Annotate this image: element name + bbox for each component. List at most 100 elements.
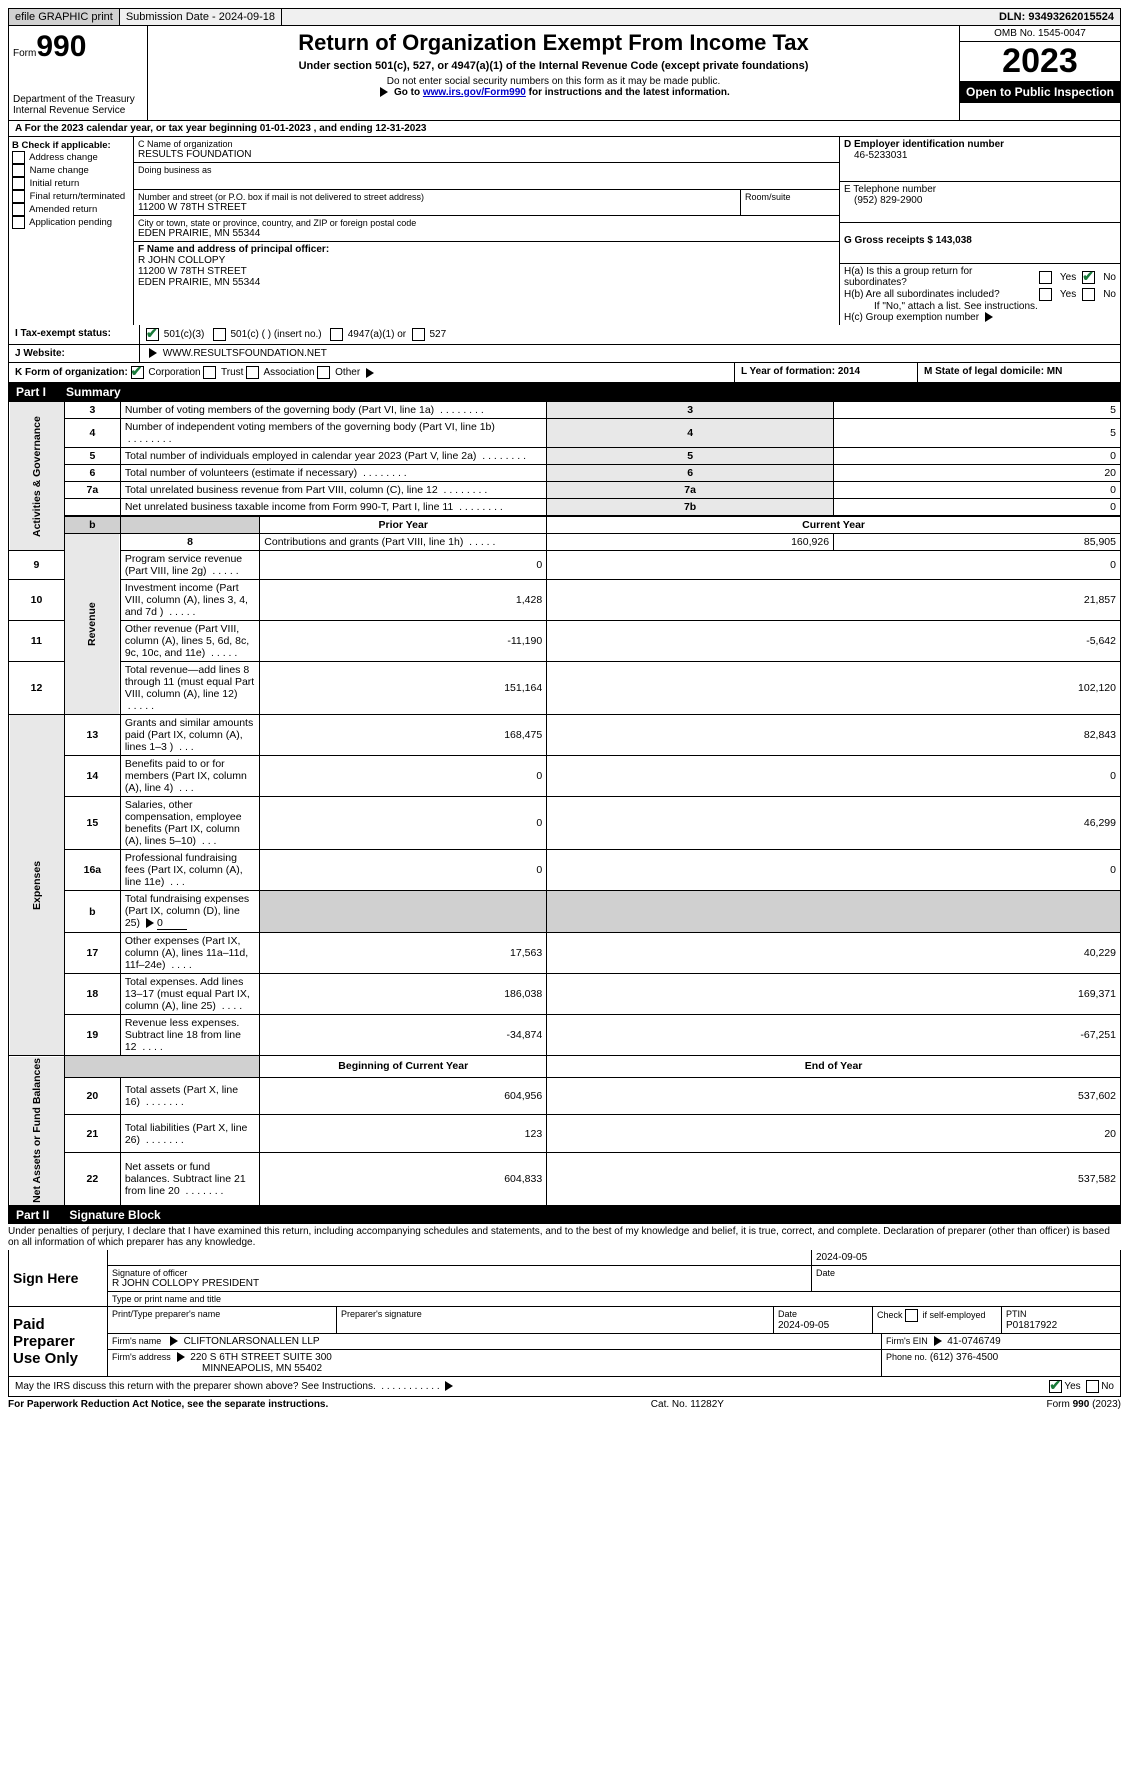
efile-print-button[interactable]: efile GRAPHIC print — [9, 9, 120, 25]
arrow-icon — [177, 1352, 185, 1362]
omb-number: OMB No. 1545-0047 — [960, 26, 1120, 42]
check-self-employed[interactable] — [905, 1309, 918, 1322]
hb-label: H(b) Are all subordinates included? — [844, 289, 1033, 300]
check-other[interactable] — [317, 366, 330, 379]
hb-yes[interactable] — [1039, 288, 1052, 301]
check-assoc[interactable] — [246, 366, 259, 379]
dba-label: Doing business as — [138, 165, 835, 175]
arrow-icon — [170, 1336, 178, 1346]
type-name-label: Type or print name and title — [112, 1294, 1116, 1304]
open-to-public: Open to Public Inspection — [960, 81, 1120, 103]
ha-label: H(a) Is this a group return for subordin… — [844, 266, 1033, 288]
form-subtitle: Under section 501(c), 527, or 4947(a)(1)… — [156, 60, 951, 72]
sig-officer-label: Signature of officer — [112, 1268, 807, 1278]
form-title: Return of Organization Exempt From Incom… — [156, 30, 951, 56]
org-name-label: C Name of organization — [138, 139, 835, 149]
entity-info-section: B Check if applicable: Address change Na… — [8, 137, 1121, 325]
goto-suffix: for instructions and the latest informat… — [529, 87, 730, 98]
tax-year: 2023 — [960, 42, 1120, 81]
form-label: Form — [13, 48, 36, 59]
part2-header: Part II Signature Block — [8, 1206, 1121, 1224]
org-name: RESULTS FOUNDATION — [138, 149, 835, 160]
check-trust[interactable] — [203, 366, 216, 379]
arrow-icon — [445, 1381, 453, 1391]
section-b-label: B Check if applicable: — [12, 140, 130, 151]
paid-preparer-label: Paid Preparer Use Only — [9, 1307, 108, 1376]
summary-numeric-table: Activities & Governance3Number of voting… — [8, 401, 1121, 1206]
ha-no[interactable] — [1082, 271, 1095, 284]
officer-name: R JOHN COLLOPY — [138, 255, 835, 266]
discuss-no[interactable] — [1086, 1380, 1099, 1393]
street-value: 11200 W 78TH STREET — [138, 202, 736, 213]
ha-yes[interactable] — [1039, 271, 1052, 284]
hb-note: If "No," attach a list. See instructions… — [844, 301, 1116, 312]
officer-label: F Name and address of principal officer: — [138, 244, 835, 255]
sign-here-label: Sign Here — [9, 1250, 108, 1306]
discuss-yes[interactable] — [1049, 1380, 1062, 1393]
officer-sig-name: R JOHN COLLOPY PRESIDENT — [112, 1278, 807, 1289]
firm-phone: (612) 376-4500 — [930, 1352, 998, 1363]
dept-treasury: Department of the Treasury — [13, 94, 143, 105]
arrow-icon — [380, 87, 388, 97]
check-address-change[interactable] — [12, 151, 25, 164]
firm-ein: 41-0746749 — [947, 1336, 1000, 1347]
gross-receipts: G Gross receipts $ 143,038 — [844, 235, 972, 246]
street-label: Number and street (or P.O. box if mail i… — [138, 192, 736, 202]
arrow-icon — [366, 368, 374, 378]
pra-notice: For Paperwork Reduction Act Notice, see … — [8, 1399, 328, 1410]
sig-date-label: Date — [816, 1268, 1116, 1278]
form-number: 990 — [36, 30, 86, 63]
ein-label: D Employer identification number — [844, 139, 1116, 150]
check-name-change[interactable] — [12, 164, 25, 177]
goto-prefix: Go to — [394, 87, 423, 98]
form-ref: Form 990 (2023) — [1047, 1399, 1121, 1410]
j-label: J Website: — [15, 348, 65, 359]
phone-value: (952) 829-2900 — [844, 195, 1116, 206]
check-app-pending[interactable] — [12, 216, 25, 229]
city-label: City or town, state or province, country… — [138, 218, 835, 228]
arrow-icon — [985, 312, 993, 322]
signature-block: Sign Here 2024-09-05 Signature of office… — [8, 1250, 1121, 1377]
check-4947[interactable] — [330, 328, 343, 341]
cat-no: Cat. No. 11282Y — [651, 1399, 724, 1410]
top-toolbar: efile GRAPHIC print Submission Date - 20… — [8, 8, 1121, 26]
check-amended[interactable] — [12, 203, 25, 216]
submission-date: Submission Date - 2024-09-18 — [120, 9, 282, 25]
page-footer: For Paperwork Reduction Act Notice, see … — [8, 1399, 1121, 1410]
hb-no[interactable] — [1082, 288, 1095, 301]
irs-label: Internal Revenue Service — [13, 105, 143, 116]
dln-label: DLN: 93493262015524 — [993, 9, 1120, 25]
city-value: EDEN PRAIRIE, MN 55344 — [138, 228, 835, 239]
check-final-return[interactable] — [12, 190, 25, 203]
officer-street: 11200 W 78TH STREET — [138, 266, 835, 277]
firm-addr2: MINNEAPOLIS, MN 55402 — [112, 1363, 322, 1374]
ssn-note: Do not enter social security numbers on … — [156, 76, 951, 87]
form990-link[interactable]: www.irs.gov/Form990 — [423, 87, 526, 98]
check-501c3[interactable] — [146, 328, 159, 341]
room-label: Room/suite — [745, 192, 835, 202]
check-527[interactable] — [412, 328, 425, 341]
ein-value: 46-5233031 — [844, 150, 1116, 161]
form-header: Form990 Department of the Treasury Inter… — [8, 26, 1121, 121]
m-state-domicile: M State of legal domicile: MN — [918, 363, 1120, 382]
part1-header: Part I Summary — [8, 383, 1121, 401]
line-a-tax-year: A For the 2023 calendar year, or tax yea… — [8, 121, 1121, 137]
website-value: WWW.RESULTSFOUNDATION.NET — [163, 348, 327, 359]
firm-name: CLIFTONLARSONALLEN LLP — [184, 1336, 320, 1347]
check-initial-return[interactable] — [12, 177, 25, 190]
discuss-row: May the IRS discuss this return with the… — [8, 1377, 1121, 1397]
declaration-text: Under penalties of perjury, I declare th… — [8, 1224, 1121, 1250]
k-label: K Form of organization: — [15, 367, 128, 378]
check-corp[interactable] — [131, 366, 144, 379]
l-year-formation: L Year of formation: 2014 — [735, 363, 918, 382]
ptin-value: P01817922 — [1006, 1320, 1057, 1331]
arrow-icon — [149, 348, 157, 358]
phone-label: E Telephone number — [844, 184, 1116, 195]
officer-city: EDEN PRAIRIE, MN 55344 — [138, 277, 835, 288]
i-label: I Tax-exempt status: — [15, 328, 111, 339]
firm-addr1: 220 S 6TH STREET SUITE 300 — [190, 1352, 332, 1363]
arrow-icon — [934, 1336, 942, 1346]
check-501c[interactable] — [213, 328, 226, 341]
hc-label: H(c) Group exemption number — [844, 312, 1116, 323]
sig-date: 2024-09-05 — [812, 1250, 1120, 1266]
